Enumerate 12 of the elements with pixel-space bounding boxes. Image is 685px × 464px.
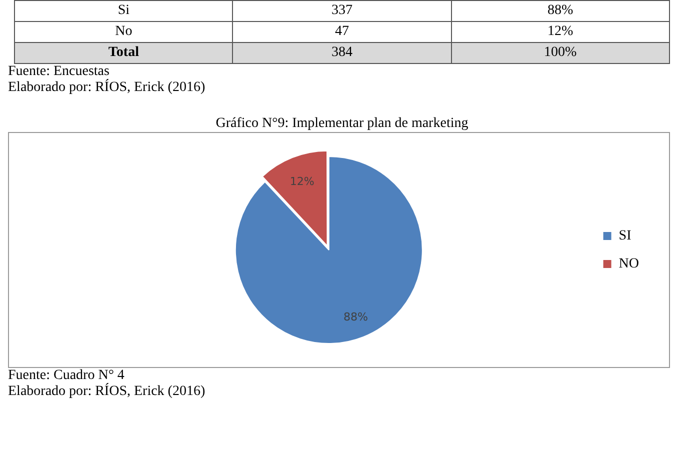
text: No 47 12% — [115, 24, 574, 39]
source-note: Fuente: Encuestas — [8, 64, 110, 79]
legend-label: NO — [618, 256, 640, 272]
chart-title: Gráfico N°9: Implementar plan de marketing — [214, 116, 470, 132]
text: Total 384 100% — [108, 45, 577, 60]
data-label: 88% — [344, 310, 368, 324]
text: Si 337 88% — [118, 3, 574, 18]
source-note: Fuente: Cuadro N° 4 — [8, 368, 126, 383]
legend-label: SI — [618, 228, 632, 244]
text: Elaborado por: RÍOS, Erick (2016) — [8, 384, 206, 400]
data-label: 12% — [290, 175, 314, 188]
text: Elaborado por: RÍOS, Erick (2016) — [8, 80, 206, 96]
